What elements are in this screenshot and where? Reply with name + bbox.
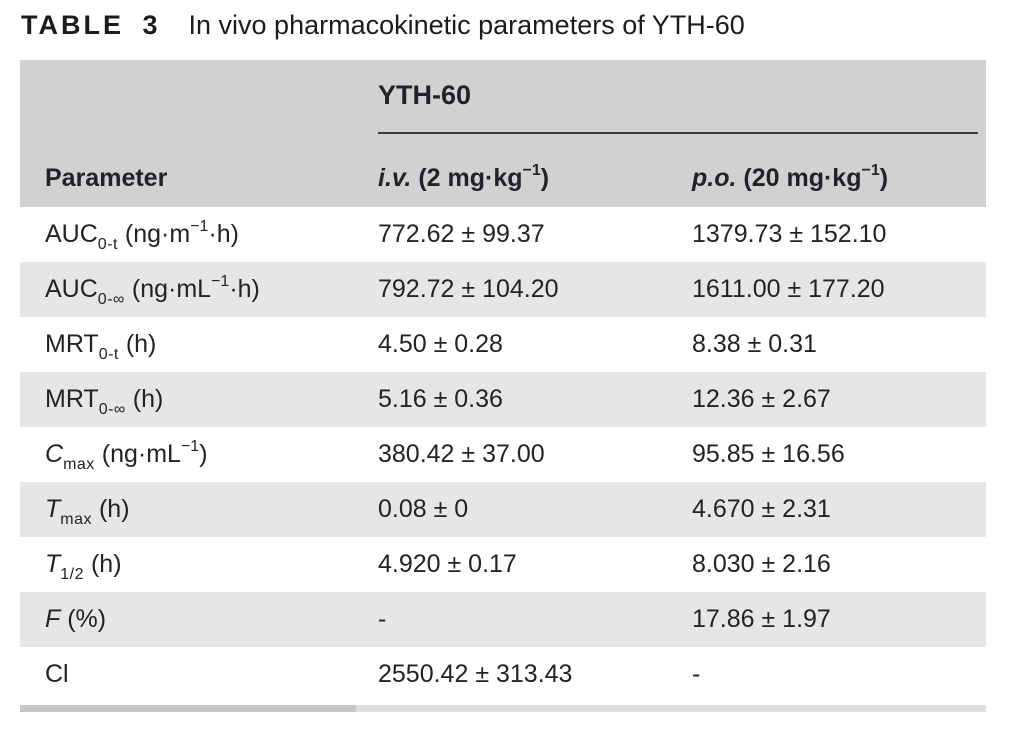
- parameter-cell: Tmax (h): [45, 495, 130, 528]
- po-value-cell: 1611.00 ± 177.20: [692, 275, 885, 303]
- po-value-cell: 8.38 ± 0.31: [692, 330, 817, 358]
- column-header-iv: i.v. (2 mg·kg−1): [378, 162, 550, 193]
- group-header-yth60: YTH-60: [378, 80, 472, 110]
- table-row: Cl 2550.42 ± 313.43 -: [20, 647, 986, 702]
- iv-value-cell: -: [378, 605, 387, 633]
- parameter-cell: Cmax (ng·mL−1): [45, 438, 208, 473]
- table-row: Tmax (h) 0.08 ± 0 4.670 ± 2.31: [20, 482, 986, 537]
- table-row: AUC0-∞ (ng·mL−1·h) 792.72 ± 104.20 1611.…: [20, 262, 986, 317]
- table-body: AUC0-t (ng·m−1·h) 772.62 ± 99.37 1379.73…: [20, 207, 986, 702]
- parameter-cell: AUC0-t (ng·m−1·h): [45, 218, 240, 253]
- column-header-po: p.o. (20 mg·kg−1): [692, 162, 889, 193]
- table-row: MRT0-∞ (h) 5.16 ± 0.36 12.36 ± 2.67: [20, 372, 986, 427]
- po-value-cell: 8.030 ± 2.16: [692, 550, 831, 578]
- parameter-cell: F (%): [45, 605, 107, 633]
- table-row: AUC0-t (ng·m−1·h) 772.62 ± 99.37 1379.73…: [20, 207, 986, 262]
- iv-value-cell: 4.50 ± 0.28: [378, 330, 503, 358]
- table-row: F (%) - 17.86 ± 1.97: [20, 592, 986, 647]
- group-header-rule: [378, 132, 978, 134]
- table-row: MRT0-t (h) 4.50 ± 0.28 8.38 ± 0.31: [20, 317, 986, 372]
- po-value-cell: 17.86 ± 1.97: [692, 605, 831, 633]
- parameter-cell: AUC0-∞ (ng·mL−1·h): [45, 273, 260, 308]
- table-row: T1/2 (h) 4.920 ± 0.17 8.030 ± 2.16: [20, 537, 986, 592]
- table-header: YTH-60 Parameter i.v. (2 mg·kg−1) p.o. (…: [20, 60, 986, 207]
- table-title-text: In vivo pharmacokinetic parameters of YT…: [188, 10, 745, 40]
- parameter-cell: T1/2 (h): [45, 550, 122, 583]
- table-caption: TABLE 3 In vivo pharmacokinetic paramete…: [21, 10, 745, 41]
- parameter-cell: MRT0-∞ (h): [45, 385, 164, 418]
- iv-value-cell: 0.08 ± 0: [378, 495, 469, 523]
- table-number-label: TABLE 3: [21, 10, 161, 40]
- po-value-cell: 1379.73 ± 152.10: [692, 220, 887, 248]
- iv-value-cell: 772.62 ± 99.37: [378, 220, 545, 248]
- po-value-cell: 4.670 ± 2.31: [692, 495, 831, 523]
- parameter-cell: Cl: [45, 660, 69, 688]
- iv-value-cell: 2550.42 ± 313.43: [378, 660, 573, 688]
- column-header-parameter: Parameter: [45, 164, 168, 192]
- po-value-cell: 12.36 ± 2.67: [692, 385, 831, 413]
- po-value-cell: -: [692, 660, 701, 688]
- pharmacokinetics-table: YTH-60 Parameter i.v. (2 mg·kg−1) p.o. (…: [20, 60, 986, 712]
- iv-value-cell: 792.72 ± 104.20: [378, 275, 559, 303]
- po-value-cell: 95.85 ± 16.56: [692, 440, 845, 468]
- column-header-row: Parameter i.v. (2 mg·kg−1) p.o. (20 mg·k…: [20, 151, 986, 207]
- parameter-cell: MRT0-t (h): [45, 330, 157, 363]
- iv-value-cell: 4.920 ± 0.17: [378, 550, 517, 578]
- table-bottom-rule: [20, 705, 986, 712]
- table-row: Cmax (ng·mL−1) 380.42 ± 37.00 95.85 ± 16…: [20, 427, 986, 482]
- iv-value-cell: 380.42 ± 37.00: [378, 440, 545, 468]
- iv-value-cell: 5.16 ± 0.36: [378, 385, 503, 413]
